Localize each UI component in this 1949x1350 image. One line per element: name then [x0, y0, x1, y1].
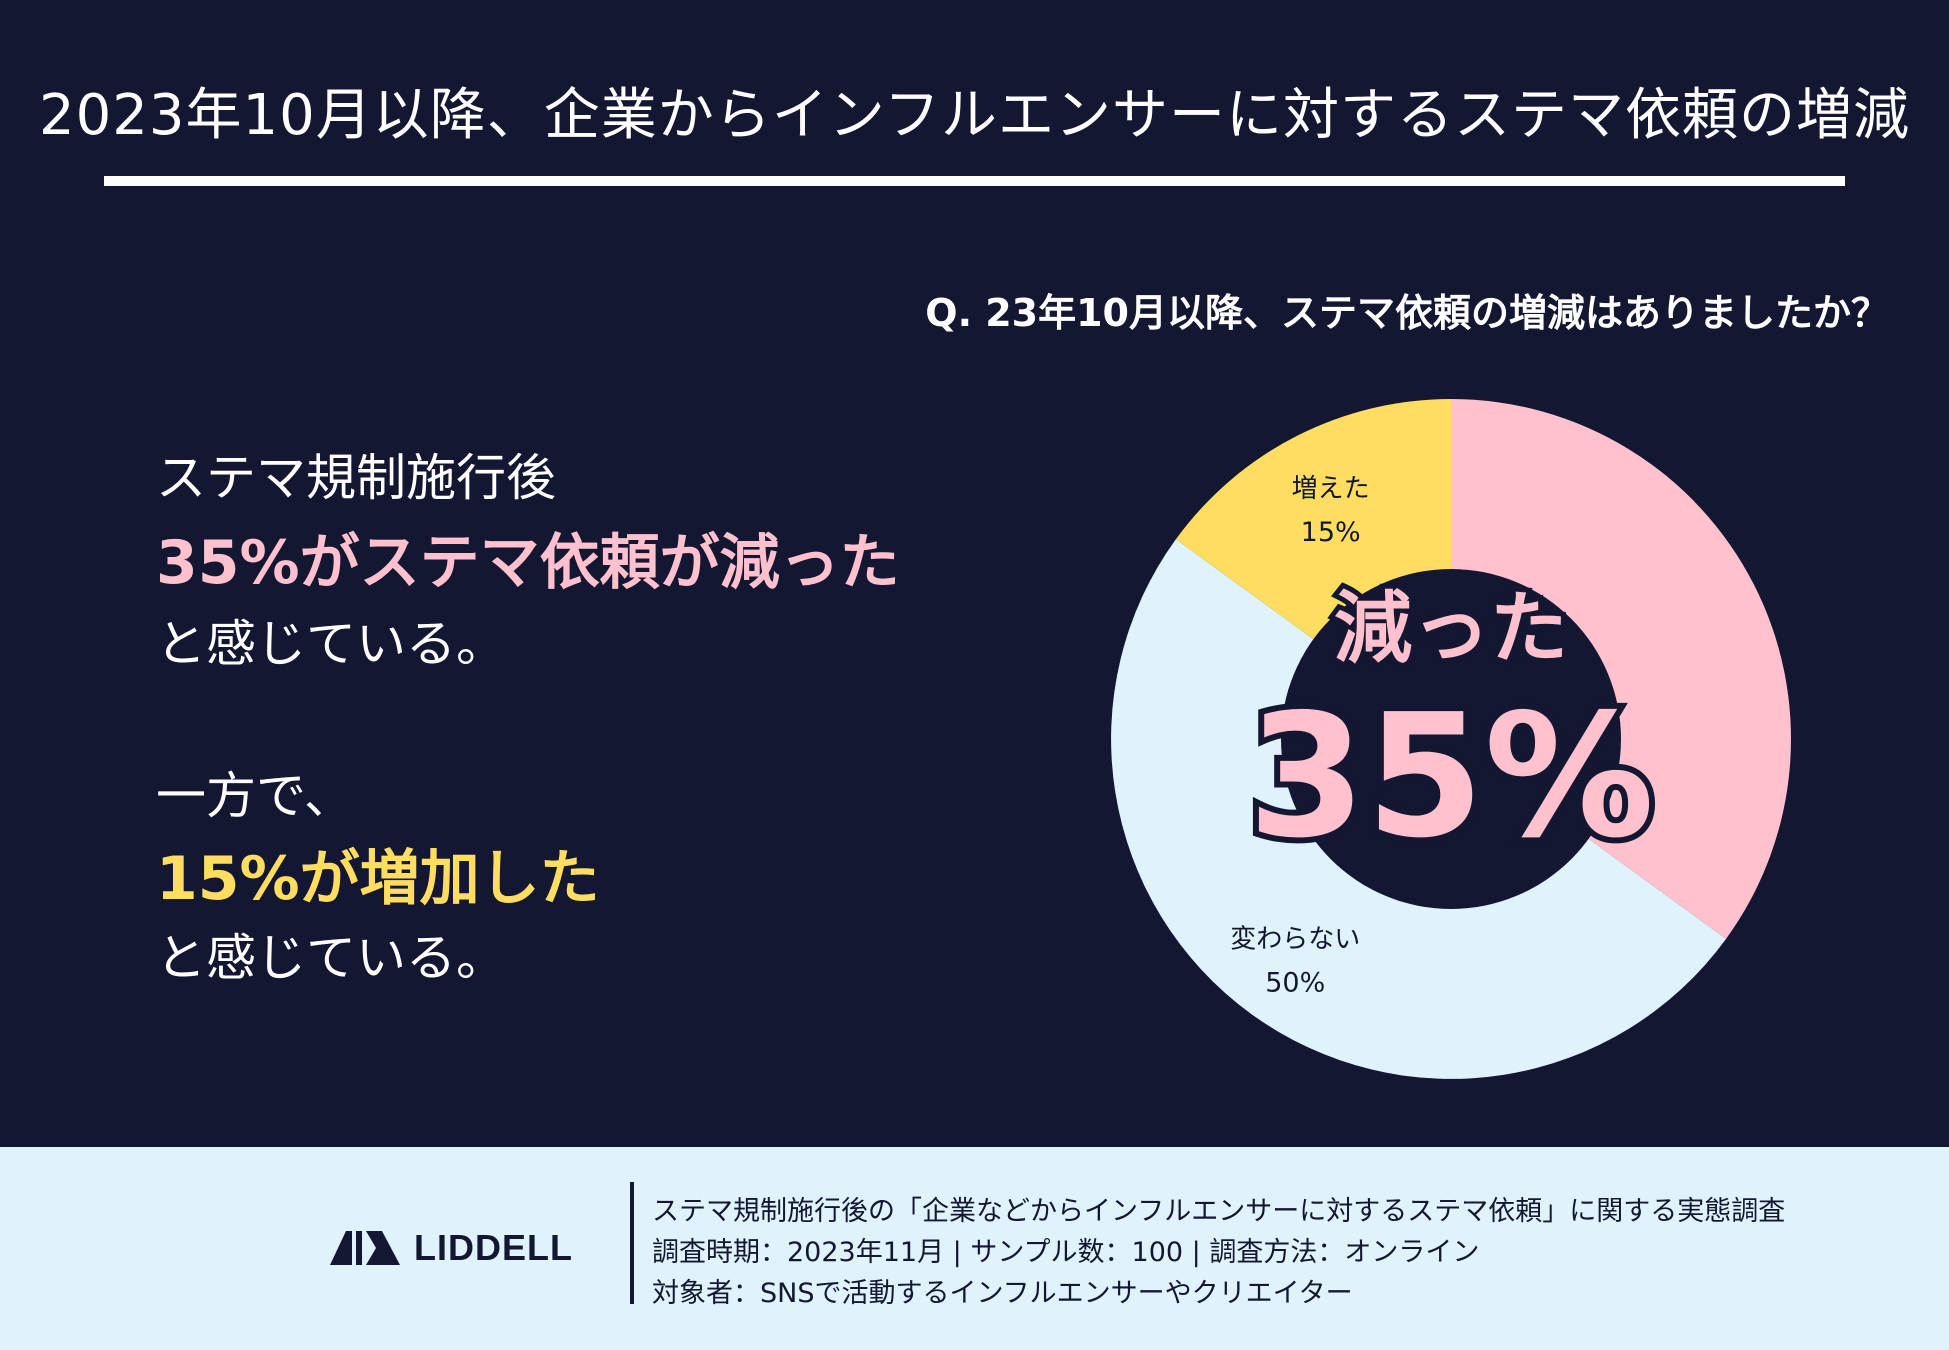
- logo-text: LIDDELL: [414, 1227, 573, 1268]
- center-value: 35%: [1248, 678, 1655, 876]
- message-decreased-highlight: 35%がステマ依頼が減った: [156, 528, 900, 598]
- survey-target: 対象者：SNSで活動するインフルエンサーやクリエイター: [652, 1278, 1353, 1309]
- chart-title: 2023年10月以降、企業からインフルエンサーに対するステマ依頼の増減: [38, 83, 1911, 148]
- center-label: 減った: [1334, 584, 1568, 674]
- survey-question: Q. 23年10月以降、ステマ依頼の増減はありましたか？: [925, 291, 1889, 335]
- footer: LIDDELL ステマ規制施行後の「企業などからインフルエンサーに対するステマ依…: [0, 1147, 1949, 1350]
- slice-value-2: 50%: [1265, 967, 1325, 998]
- slice-label-3: 増えた: [1292, 474, 1370, 504]
- logo-mark-icon: [330, 1231, 400, 1265]
- donut-slice-labels: 変わらない 50% 増えた 15%: [1230, 474, 1369, 999]
- footer-divider: [630, 1182, 634, 1304]
- survey-title: ステマ規制施行後の「企業などからインフルエンサーに対するステマ依頼」に関する実態…: [652, 1196, 1786, 1227]
- message-line-3: と感じている。: [156, 615, 506, 673]
- slice-value-3: 15%: [1301, 517, 1361, 548]
- donut-hole: [1281, 569, 1621, 909]
- liddell-logo: LIDDELL: [330, 1223, 573, 1273]
- slice-label-2: 変わらない: [1230, 924, 1360, 954]
- message-line-6: と感じている。: [156, 929, 506, 987]
- message-line-1: ステマ規制施行後: [156, 449, 556, 507]
- title-underline: [104, 176, 1845, 186]
- message-increased-highlight: 15%が増加した: [156, 844, 600, 914]
- donut-chart: 変わらない 50% 増えた 15% 減った 35%: [1111, 399, 1791, 1079]
- donut-slice-1: [1451, 399, 1791, 939]
- survey-details: 調査時期：2023年11月 | サンプル数：100 | 調査方法：オンライン: [652, 1237, 1480, 1268]
- message-line-4: 一方で、: [156, 767, 354, 825]
